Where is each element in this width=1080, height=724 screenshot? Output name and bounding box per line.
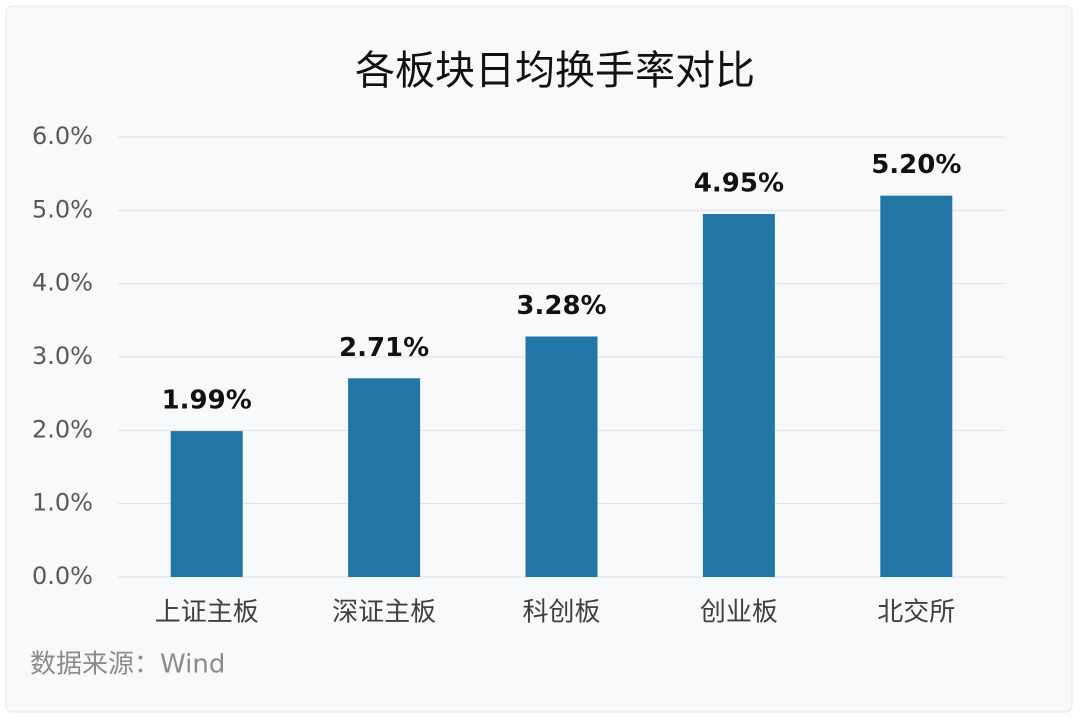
value-label: 2.71% xyxy=(339,333,429,363)
y-tick-label: 6.0% xyxy=(32,122,93,150)
value-label: 4.95% xyxy=(694,169,784,199)
chart-title: 各板块日均换手率对比 xyxy=(355,48,755,94)
x-tick-label: 北交所 xyxy=(877,598,955,628)
y-tick-label: 2.0% xyxy=(32,415,93,443)
value-label: 5.20% xyxy=(871,150,961,180)
bar xyxy=(170,431,243,577)
bar xyxy=(348,378,421,577)
x-tick-label: 科创板 xyxy=(522,598,600,628)
y-tick-label: 4.0% xyxy=(32,269,93,297)
y-tick-label: 0.0% xyxy=(32,562,93,590)
y-tick-label: 1.0% xyxy=(32,489,93,517)
bar xyxy=(702,214,775,577)
bar xyxy=(880,195,953,577)
x-tick-label: 创业板 xyxy=(700,598,778,628)
y-tick-label: 5.0% xyxy=(32,195,93,223)
x-tick-label: 深证主板 xyxy=(332,598,436,628)
source-note: 数据来源：Wind xyxy=(30,650,225,680)
value-label: 3.28% xyxy=(516,291,606,321)
x-tick-label: 上证主板 xyxy=(155,598,259,628)
value-label: 1.99% xyxy=(162,386,252,416)
y-tick-label: 3.0% xyxy=(32,342,93,370)
bar xyxy=(525,336,598,577)
